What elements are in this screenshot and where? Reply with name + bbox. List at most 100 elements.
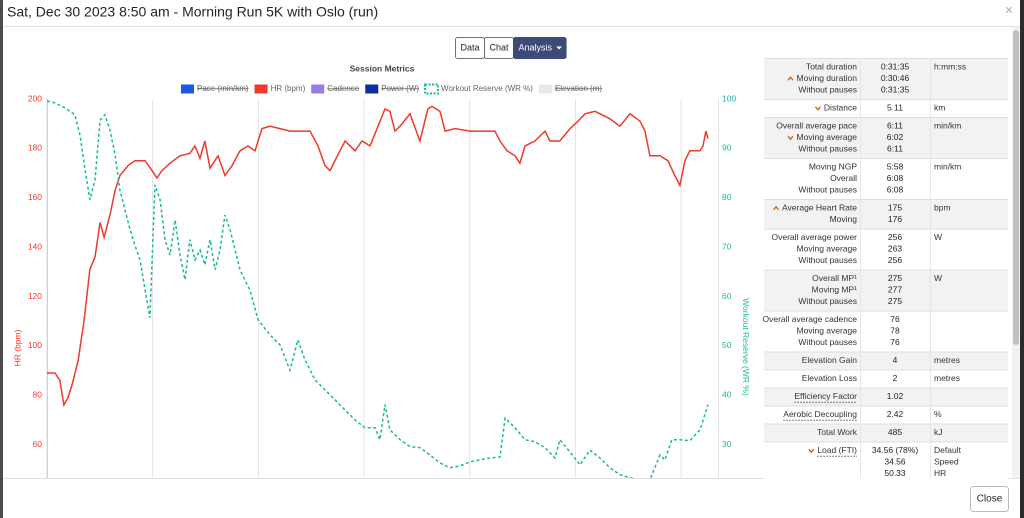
metric-unit: % bbox=[934, 409, 942, 419]
y2-tick-label: 40 bbox=[722, 390, 732, 400]
metric-unit: Default bbox=[934, 445, 962, 455]
legend-item[interactable]: HR (bpm) bbox=[254, 84, 306, 94]
y2-tick-label: 70 bbox=[722, 241, 732, 251]
legend-swatch[interactable] bbox=[538, 84, 552, 94]
legend-swatch[interactable] bbox=[365, 84, 379, 94]
metric-value: 256 bbox=[888, 232, 902, 242]
scrollbar-thumb[interactable] bbox=[1013, 30, 1019, 345]
legend-item[interactable]: Cadence bbox=[311, 84, 360, 94]
metric-label: Moving bbox=[830, 214, 858, 224]
toggle-caret[interactable] bbox=[814, 106, 821, 111]
legend-item[interactable]: Workout Reserve (WR %) bbox=[424, 83, 533, 95]
metric-label: Moving MP¹ bbox=[812, 285, 858, 295]
metric-value: 5:58 bbox=[887, 162, 904, 172]
legend-label[interactable]: Pace (min/km) bbox=[197, 84, 249, 93]
metric-label: Efficiency Factor bbox=[794, 391, 857, 401]
metric-label: Without pauses bbox=[798, 296, 857, 306]
metric-value: 485 bbox=[888, 427, 902, 437]
toggle-caret[interactable] bbox=[808, 448, 815, 454]
metric-value: 275 bbox=[888, 273, 902, 283]
metric-label: Without pauses bbox=[798, 185, 857, 195]
legend-swatch[interactable] bbox=[254, 84, 268, 94]
metric-value: 256 bbox=[888, 255, 902, 265]
metric-value: 176 bbox=[888, 214, 902, 224]
metric-unit: min/km bbox=[934, 121, 961, 131]
metric-value: 6:02 bbox=[887, 132, 904, 142]
metric-value: 1.02 bbox=[887, 391, 904, 401]
metric-unit: kJ bbox=[934, 427, 943, 437]
legend-item[interactable]: Elevation (m) bbox=[538, 84, 602, 94]
metric-label: Overall average power bbox=[771, 232, 857, 242]
y2-tick-label: 90 bbox=[722, 143, 732, 153]
metric-value: 275 bbox=[888, 296, 902, 306]
legend-label[interactable]: HR (bpm) bbox=[271, 84, 306, 93]
close-button[interactable] bbox=[970, 486, 1009, 512]
y-tick-label: 200 bbox=[28, 93, 42, 103]
backdrop-edge bbox=[1020, 0, 1024, 518]
metric-label: Total Work bbox=[817, 427, 858, 437]
metric-value: 6:08 bbox=[887, 185, 904, 195]
toggle-caret[interactable] bbox=[787, 135, 794, 141]
y-tick-label: 140 bbox=[28, 241, 42, 251]
metric-group bbox=[764, 199, 1008, 229]
metric-value: 6:11 bbox=[887, 144, 903, 154]
legend-label[interactable]: Cadence bbox=[327, 84, 360, 93]
toggle-caret[interactable] bbox=[772, 205, 780, 211]
tab[interactable]: Analysis bbox=[513, 37, 567, 59]
metric-label: Elevation Loss bbox=[802, 373, 857, 383]
metric-label: Overall bbox=[830, 173, 857, 183]
legend-item[interactable]: Pace (min/km) bbox=[181, 84, 249, 94]
metric-group bbox=[764, 423, 1008, 442]
y-tick-label: 180 bbox=[28, 143, 42, 153]
y2-tick-label: 80 bbox=[722, 192, 732, 202]
tab[interactable]: Chat bbox=[484, 37, 515, 59]
tab[interactable]: Data bbox=[455, 37, 486, 59]
metric-group bbox=[764, 228, 1008, 270]
y2-tick-label: 50 bbox=[722, 340, 732, 350]
y2-axis-title: Workout Reserve (WR %) bbox=[741, 298, 751, 396]
y2-tick-label: 60 bbox=[722, 291, 732, 301]
close-icon[interactable]: × bbox=[1005, 2, 1013, 18]
metric-label: Total duration bbox=[806, 62, 857, 72]
plot-area bbox=[47, 100, 709, 478]
legend-item[interactable]: Power (W) bbox=[365, 84, 419, 94]
metric-label: Moving average bbox=[797, 132, 858, 142]
metric-label: Overall average pace bbox=[776, 121, 857, 131]
metric-value: 6:11 bbox=[887, 121, 903, 131]
legend-swatch[interactable] bbox=[181, 84, 194, 94]
metric-unit: h:mm:ss bbox=[934, 62, 966, 72]
legend-label[interactable]: Workout Reserve (WR %) bbox=[441, 84, 533, 93]
metric-label: Aerobic Decoupling bbox=[783, 409, 857, 419]
tab-label[interactable]: Analysis bbox=[519, 42, 553, 52]
metric-group bbox=[764, 351, 1008, 370]
metric-unit: metres bbox=[934, 373, 960, 383]
toggle-caret[interactable] bbox=[787, 76, 794, 81]
metric-group bbox=[764, 310, 1008, 352]
legend-label[interactable]: Power (W) bbox=[381, 84, 419, 93]
close-button-label[interactable]: Close bbox=[977, 494, 1003, 505]
metric-value: 76 bbox=[890, 314, 900, 324]
legend-swatch[interactable] bbox=[424, 83, 440, 95]
tab-label[interactable]: Chat bbox=[490, 42, 510, 52]
metric-group bbox=[764, 405, 1008, 424]
metric-label: Without pauses bbox=[798, 337, 857, 347]
legend-swatch[interactable] bbox=[311, 84, 325, 94]
metric-label: Moving average bbox=[797, 244, 858, 254]
metric-unit: W bbox=[934, 232, 942, 242]
legend-label[interactable]: Elevation (m) bbox=[555, 84, 602, 93]
metric-unit: HR bbox=[934, 468, 946, 478]
series-line bbox=[47, 105, 709, 408]
modal-title: Sat, Dec 30 2023 8:50 am - Morning Run 5… bbox=[7, 4, 378, 20]
metric-group bbox=[764, 387, 1008, 406]
tab-label[interactable]: Data bbox=[461, 42, 480, 52]
metric-label: Load (FTI) bbox=[817, 445, 857, 455]
metric-label: Average Heart Rate bbox=[782, 203, 857, 213]
metric-group bbox=[764, 117, 1008, 158]
metric-value: 263 bbox=[888, 244, 902, 254]
tab-button[interactable] bbox=[513, 37, 567, 59]
metric-unit: min/km bbox=[934, 162, 961, 172]
metric-unit: km bbox=[934, 103, 945, 113]
metric-group bbox=[764, 99, 1008, 117]
metric-value: 2.42 bbox=[887, 409, 904, 419]
